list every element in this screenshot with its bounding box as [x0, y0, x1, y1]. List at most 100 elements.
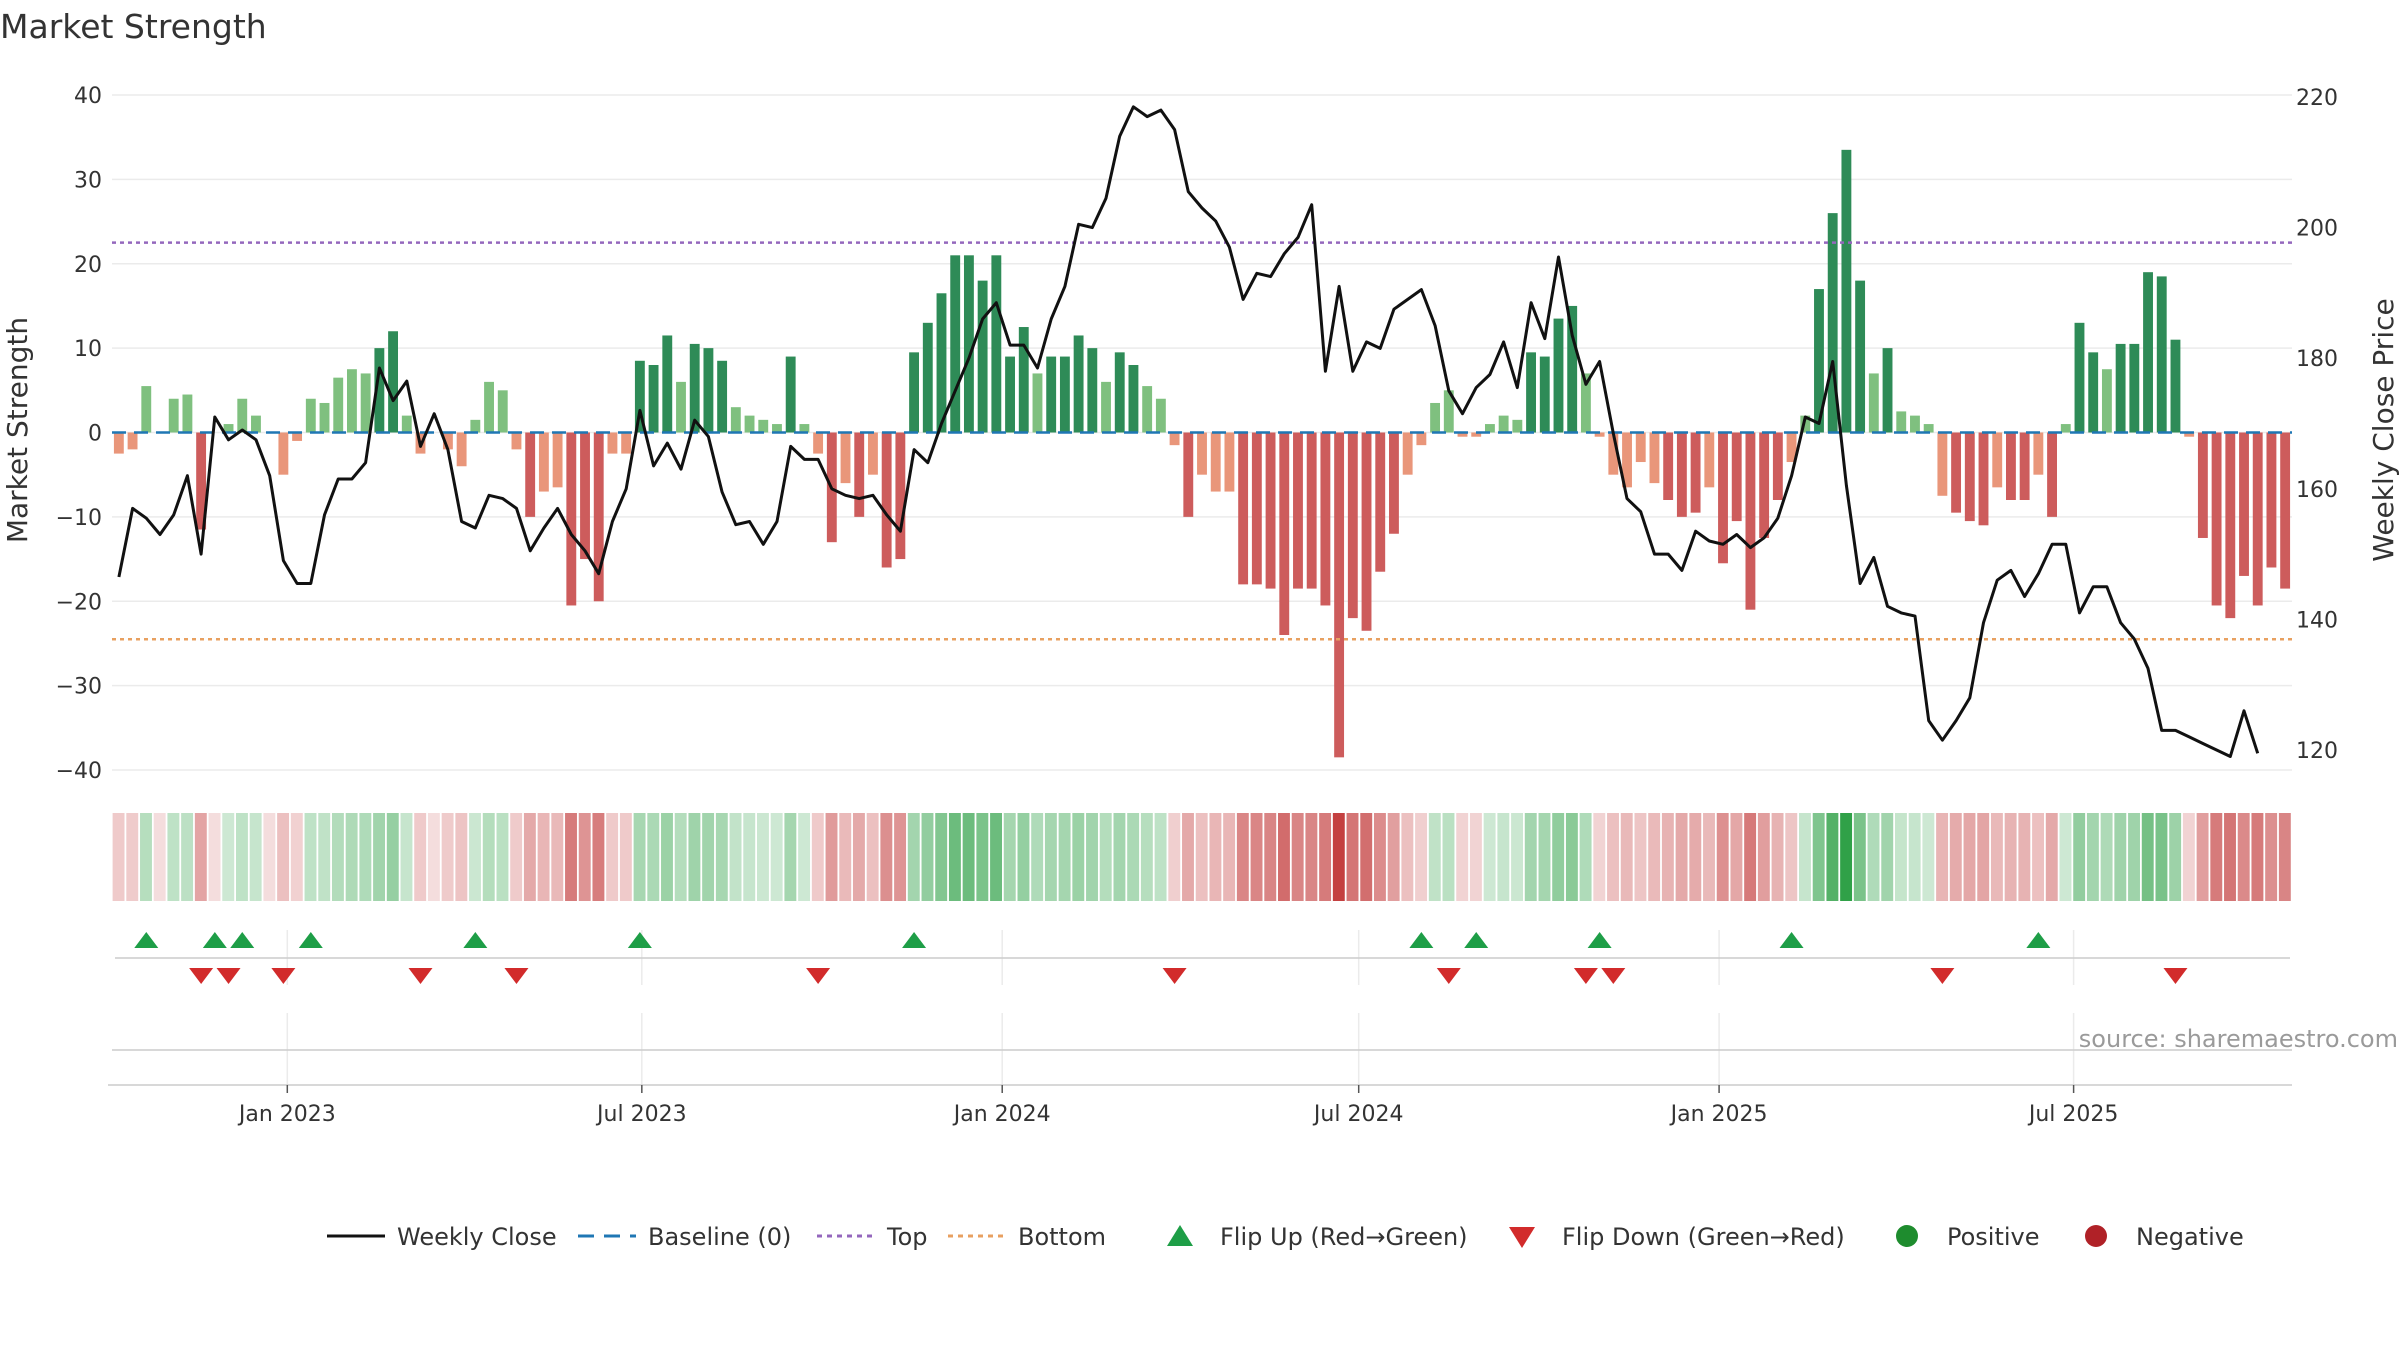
- heat-cell: [1853, 813, 1866, 901]
- positive-bar: [676, 381, 686, 433]
- negative-bar: [1608, 432, 1619, 475]
- positive-bar: [1553, 318, 1564, 433]
- negative-bar: [2197, 432, 2208, 538]
- heat-cell: [331, 813, 344, 901]
- y-axis-label-right: Weekly Close Price: [2367, 298, 2400, 561]
- heat-cell: [1113, 813, 1126, 901]
- positive-bar: [936, 293, 947, 433]
- legend-item: Top: [817, 1223, 928, 1251]
- heat-cell: [1716, 813, 1729, 901]
- positive-bar: [470, 419, 481, 433]
- y-tick-label: 30: [74, 168, 102, 193]
- negative-bar: [1676, 432, 1687, 517]
- flip-up-marker: [1779, 932, 1804, 948]
- negative-bar: [593, 432, 604, 602]
- heat-cell: [2086, 813, 2099, 901]
- heat-cell: [2032, 813, 2045, 901]
- positive-bar: [2129, 343, 2140, 433]
- positive-bar: [2143, 272, 2153, 433]
- heat-cell: [2278, 813, 2291, 901]
- heat-cell: [1319, 813, 1332, 901]
- heat-cell: [1195, 813, 1208, 901]
- y-tick-label: −30: [56, 675, 102, 700]
- heat-cell: [894, 813, 907, 901]
- positive-bar: [333, 377, 344, 433]
- negative-bar: [2239, 432, 2249, 576]
- heat-cell: [1538, 813, 1551, 901]
- heat-cell: [674, 813, 687, 901]
- heat-cell: [1620, 813, 1633, 901]
- heat-cell: [1826, 813, 1839, 901]
- heat-cell: [1086, 813, 1098, 901]
- negative-bar: [1402, 432, 1413, 475]
- negative-bar: [538, 432, 549, 492]
- heat-cell: [455, 813, 468, 901]
- heat-cell: [263, 813, 276, 901]
- heat-cell: [1236, 813, 1249, 901]
- heat-cell: [852, 813, 865, 901]
- heat-cell: [2196, 813, 2209, 901]
- negative-bar: [1347, 432, 1358, 619]
- heat-cell: [2237, 813, 2250, 901]
- weekly-close-line: [117, 105, 2260, 758]
- heat-cell: [400, 813, 413, 901]
- heat-cell: [784, 813, 797, 901]
- positive-bar: [1827, 213, 1838, 433]
- heat-cell: [1894, 813, 1907, 901]
- positive-bar: [689, 343, 700, 433]
- negative-bar: [1293, 432, 1303, 589]
- flip-up-marker: [627, 932, 652, 948]
- positive-bar: [484, 381, 494, 433]
- heat-cell: [839, 813, 852, 901]
- flip-up-marker: [1464, 932, 1489, 948]
- heat-cell: [633, 813, 646, 901]
- positive-bar: [991, 255, 1002, 433]
- heat-cell: [1291, 813, 1304, 901]
- positive-bar: [237, 398, 248, 433]
- heat-cell: [1840, 813, 1853, 901]
- heat-cell: [1730, 813, 1743, 901]
- y-tick-label: 40: [74, 84, 102, 109]
- heat-cell: [1469, 813, 1482, 901]
- heat-cell: [688, 813, 701, 901]
- heat-cell: [1428, 813, 1441, 901]
- negative-bar: [1197, 432, 1207, 475]
- positive-bar: [1059, 356, 1070, 433]
- heat-cell: [1072, 813, 1085, 901]
- legend-label: Bottom: [1018, 1223, 1106, 1251]
- flip-up-marker: [298, 932, 323, 948]
- heat-cell: [1250, 813, 1263, 901]
- heat-cell: [345, 813, 358, 901]
- positive-bar: [1539, 356, 1550, 433]
- positive-bar: [1580, 373, 1591, 433]
- heat-cell: [1401, 813, 1414, 901]
- heat-cell: [551, 813, 564, 901]
- flip-up-marker: [2026, 932, 2051, 948]
- heat-cell: [235, 813, 248, 901]
- positive-bar: [388, 331, 399, 433]
- heat-cell: [126, 813, 139, 901]
- positive-bar: [1896, 411, 1907, 433]
- legend-item: Negative: [2085, 1223, 2244, 1251]
- negative-bar: [2033, 432, 2044, 475]
- y-tick-label: −10: [56, 506, 102, 531]
- negative-bar: [1279, 432, 1290, 635]
- positive-bar: [168, 398, 179, 433]
- heat-cell: [743, 813, 756, 901]
- positive-bar: [1087, 348, 1098, 433]
- heat-cell: [715, 813, 728, 901]
- negative-bar: [854, 432, 865, 517]
- x-tick-label: Jan 2025: [1669, 1102, 1768, 1127]
- heat-cell: [482, 813, 495, 901]
- heat-cell: [619, 813, 632, 901]
- heat-cell: [1812, 813, 1825, 901]
- legend-swatch: [1896, 1225, 1918, 1247]
- heat-cell: [318, 813, 331, 901]
- negative-bar: [1361, 432, 1372, 631]
- heat-cell: [194, 813, 207, 901]
- heat-cell: [592, 813, 605, 901]
- heat-cell: [2224, 813, 2236, 901]
- negative-bar: [1786, 432, 1797, 463]
- heat-cell: [359, 813, 372, 901]
